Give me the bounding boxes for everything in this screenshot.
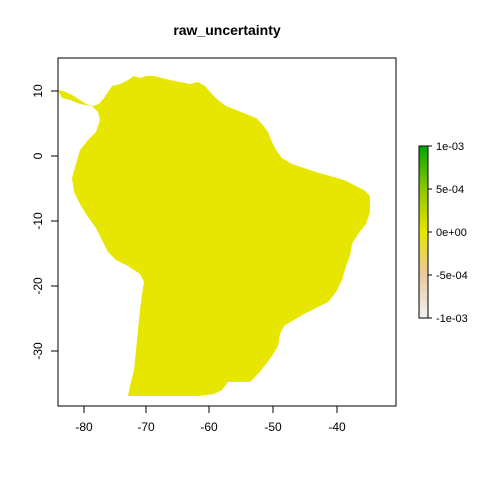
colorbar-label: -1e-03 (436, 313, 468, 325)
colorbar-label: -5e-04 (436, 270, 468, 282)
x-tick-label: -50 (264, 420, 282, 434)
colorbar (418, 145, 429, 319)
colorbar-ticks (428, 145, 432, 319)
uncertainty-raster (58, 76, 370, 396)
y-axis (51, 90, 58, 352)
colorbar-label: 1e-03 (436, 141, 464, 153)
x-tick-label: -40 (328, 420, 346, 434)
x-axis (83, 406, 338, 413)
map-title: raw_uncertainty (173, 22, 281, 38)
y-tick-label: -20 (31, 277, 45, 295)
y-tick-label: -10 (31, 212, 45, 230)
y-tick-label: 10 (31, 84, 45, 98)
colorbar-label: 0e+00 (436, 227, 467, 239)
y-tick-label: 0 (31, 152, 45, 159)
x-tick-label: -70 (137, 420, 155, 434)
y-tick-label: -30 (31, 342, 45, 360)
plot-frame (57, 57, 397, 407)
x-tick-label: -60 (200, 420, 218, 434)
x-tick-label: -80 (75, 420, 93, 434)
colorbar-label: 5e-04 (436, 184, 464, 196)
